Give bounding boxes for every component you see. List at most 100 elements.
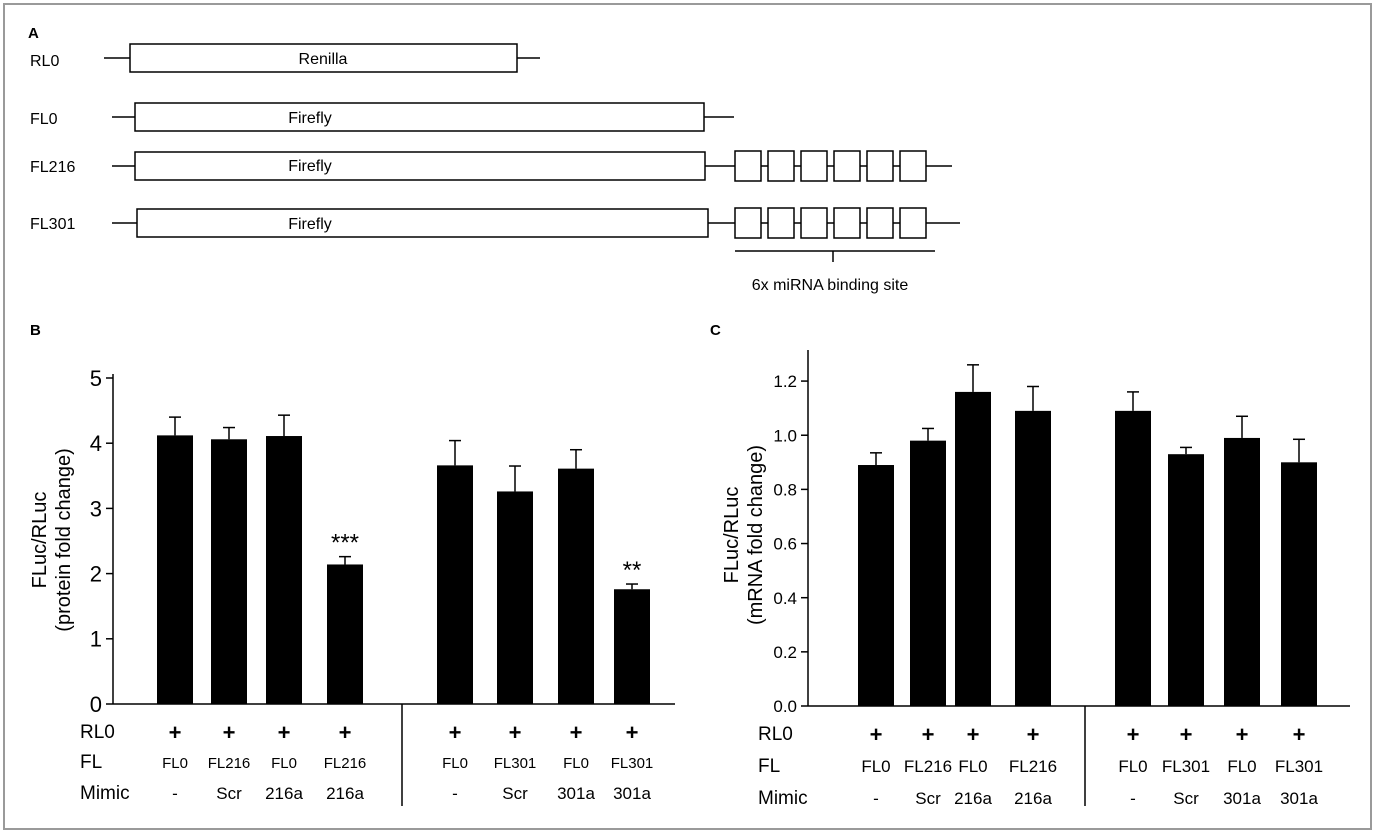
panel-c-ylabel-line2: (mRNA fold change) <box>745 445 767 625</box>
firefly-box-label-fl216: Firefly <box>288 158 332 175</box>
fl216-site-box <box>833 150 861 182</box>
mimic-label: 301a <box>1280 789 1318 808</box>
mirna-sites-fl216 <box>734 150 927 182</box>
bar <box>266 436 302 704</box>
fl-label: FL216 <box>324 755 367 772</box>
bar <box>437 465 473 704</box>
figure-frame <box>3 3 1372 830</box>
mimic-label: 301a <box>1223 789 1261 808</box>
mimic-label: 216a <box>265 784 303 803</box>
fl216-site-box <box>866 150 894 182</box>
bar <box>910 440 946 706</box>
y-tick-label: 0 <box>90 692 102 717</box>
rl0-plus: + <box>1127 722 1140 747</box>
rl0-plus: + <box>339 720 352 745</box>
fl216-site-box <box>767 150 795 182</box>
panel-a-label: A <box>28 25 39 42</box>
fl301-site-box <box>866 207 894 239</box>
fl-label: FL0 <box>442 755 468 772</box>
fl-label: FL0 <box>563 755 589 772</box>
rl0-plus: + <box>1027 722 1040 747</box>
mimic-label: - <box>452 784 458 803</box>
construct-name-rl0: RL0 <box>30 53 59 70</box>
panel-a-construct-diagram: A RL0 Renilla FL0 Firefly FL216 Firefly … <box>28 25 960 294</box>
rl0-plus: + <box>1180 722 1193 747</box>
fl301-site-box <box>767 207 795 239</box>
rl0-plus: + <box>967 722 980 747</box>
row-label: FL <box>758 756 780 777</box>
fl-label: FL301 <box>1275 757 1323 776</box>
y-tick-label: 1 <box>90 627 102 652</box>
rl0-plus: + <box>1236 722 1249 747</box>
panel-b-plot: 012345*****RL0FLMimic+FL0-+FL216Scr+FL02… <box>80 366 675 806</box>
mimic-label: - <box>873 789 879 808</box>
mimic-label: - <box>1130 789 1136 808</box>
construct-name-fl301: FL301 <box>30 216 75 233</box>
rl0-plus: + <box>626 720 639 745</box>
y-tick-label: 0.6 <box>773 535 797 554</box>
row-label: FL <box>80 752 102 773</box>
y-tick-label: 0.4 <box>773 589 797 608</box>
fl-label: FL301 <box>1162 757 1210 776</box>
fl216-site-box <box>734 150 762 182</box>
fl-label: FL0 <box>958 757 987 776</box>
bar <box>211 439 247 704</box>
fl-label: FL216 <box>208 755 251 772</box>
bar <box>614 589 650 704</box>
fl216-site-box <box>800 150 828 182</box>
row-label: RL0 <box>80 722 115 743</box>
panel-c-label: C <box>710 322 721 339</box>
y-tick-label: 1.2 <box>773 372 797 391</box>
firefly-box-label-fl0: Firefly <box>288 110 332 127</box>
panel-b-protein-chart: B FLuc/RLuc (protein fold change) 0 1 2 3 4 5… <box>29 322 675 806</box>
rl0-plus: + <box>509 720 522 745</box>
fl-label: FL0 <box>271 755 297 772</box>
mimic-label: 216a <box>954 789 992 808</box>
mimic-label: Scr <box>915 789 941 808</box>
fl-label: FL301 <box>611 755 654 772</box>
panel-c-plot: 0.0 0.2 0.4 0.6 0.8 1.0 1.2 RL0 FL Mimic + FL0 - + FL2… <box>758 350 1350 809</box>
fl-label: FL216 <box>1009 757 1057 776</box>
row-label: Mimic <box>758 788 808 809</box>
bar <box>1168 454 1204 706</box>
rl0-plus: + <box>169 720 182 745</box>
bar <box>1115 410 1151 706</box>
rl0-plus: + <box>449 720 462 745</box>
row-label: RL0 <box>758 724 793 745</box>
y-tick-label: 5 <box>90 366 102 391</box>
bar <box>858 465 894 706</box>
firefly-box-fl0 <box>134 102 705 132</box>
fl216-site-box <box>899 150 927 182</box>
panel-c-ylabel-line1: FLuc/RLuc <box>721 487 743 584</box>
y-tick-label: 1.0 <box>773 426 797 445</box>
panel-b-label: B <box>30 322 41 339</box>
firefly-box-fl301 <box>136 208 709 238</box>
bar <box>1015 410 1051 706</box>
fl301-site-box <box>800 207 828 239</box>
row-label: Mimic <box>80 783 130 804</box>
renilla-box <box>129 43 518 73</box>
mimic-label: Scr <box>216 784 242 803</box>
bar <box>327 564 363 704</box>
mimic-label: Scr <box>1173 789 1199 808</box>
rl0-plus: + <box>223 720 236 745</box>
mimic-label: Scr <box>502 784 528 803</box>
fl-label: FL216 <box>904 757 952 776</box>
mirna-sites-fl301 <box>734 207 927 239</box>
bar <box>955 391 991 706</box>
bar <box>497 491 533 704</box>
y-tick-label: 2 <box>90 562 102 587</box>
firefly-box-fl216 <box>134 151 706 181</box>
panel-c-mrna-chart: C FLuc/RLuc (mRNA fold change) 0.0 0.2 0.4… <box>710 322 1350 809</box>
rl0-plus: + <box>922 722 935 747</box>
y-tick-label: 3 <box>90 496 102 521</box>
fl301-site-box <box>899 207 927 239</box>
y-tick-label: 4 <box>90 431 102 456</box>
bar <box>558 468 594 704</box>
significance-marker: *** <box>331 530 359 557</box>
site-bracket-label: 6x miRNA binding site <box>752 277 909 294</box>
rl0-plus: + <box>278 720 291 745</box>
fl-label: FL0 <box>861 757 890 776</box>
